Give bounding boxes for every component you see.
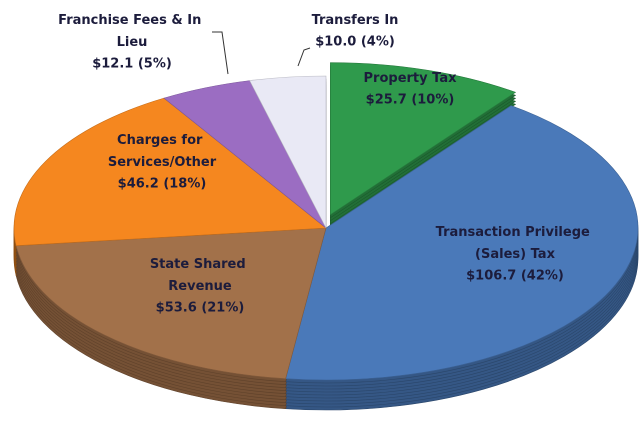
slice: [13, 97, 327, 247]
slice-label: Transaction Privilege (Sales) Tax: [436, 225, 595, 262]
slice: [249, 75, 327, 229]
pie: [13, 62, 639, 411]
value-label: $53.6 (21%): [156, 301, 245, 316]
slice-label: State Shared Revenue: [150, 257, 250, 294]
leader-line: [297, 47, 311, 67]
leader-line: [212, 31, 229, 75]
value-label: $10.0 (4%): [315, 35, 395, 50]
slice: [285, 105, 639, 381]
slice-label: Franchise Fees & In Lieu: [58, 13, 206, 50]
slice-label: Charges for Services/Other: [108, 133, 217, 170]
slice: [330, 62, 517, 216]
slice-label: Property Tax: [364, 71, 458, 86]
slice-label: Transfers In: [312, 13, 399, 28]
value-label: $25.7 (10%): [366, 93, 455, 108]
value-label: $106.7 (42%): [466, 269, 564, 284]
value-label: $12.1 (5%): [92, 57, 172, 72]
value-label: $46.2 (18%): [118, 177, 207, 192]
slice: [15, 227, 327, 380]
